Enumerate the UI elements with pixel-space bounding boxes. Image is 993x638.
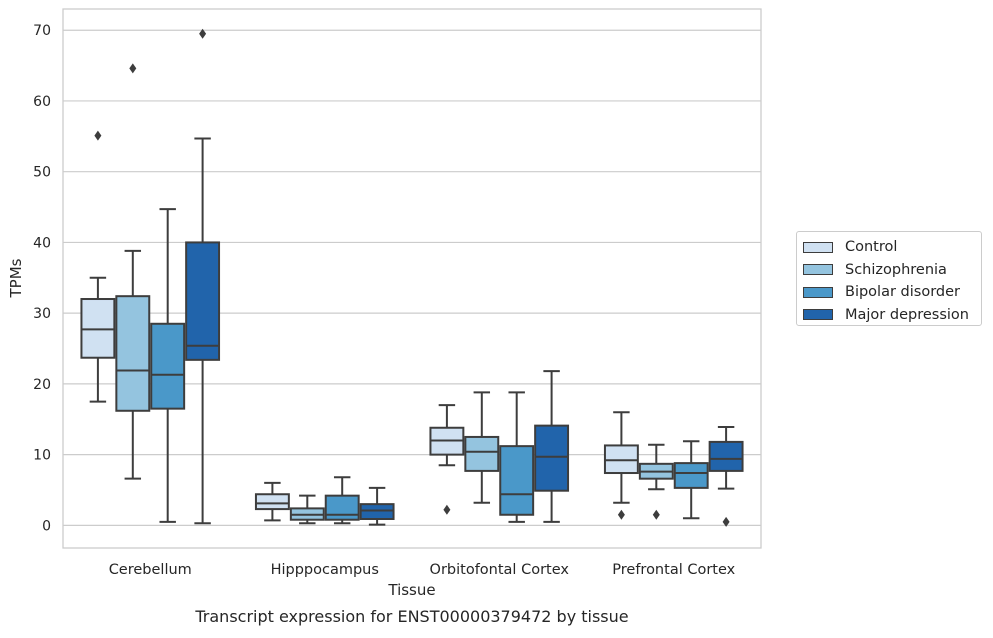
legend-swatch (803, 264, 833, 276)
box-body (359, 503, 395, 520)
plot-frame (62, 8, 762, 549)
legend: Control Schizophrenia Bipolar disorder Majo… (796, 231, 982, 326)
y-axis-label: TPMs (7, 258, 25, 298)
outlier-point (129, 63, 137, 74)
box-bipolar-disorder (324, 476, 360, 525)
box-control (429, 404, 465, 515)
box-layer (80, 28, 744, 527)
box-body (673, 462, 709, 489)
tick-labels: 0 10 20 30 40 50 60 70 Cerebellum Hipppocampus Orb… (33, 23, 735, 578)
y-tick-label: 60 (33, 94, 51, 110)
box-schizophrenia (638, 443, 674, 520)
y-tick-label: 20 (33, 377, 51, 393)
box-body (534, 424, 570, 492)
x-tick-label: Prefrontal Cortex (612, 562, 735, 578)
box-major-depression (534, 370, 570, 523)
outlier-point (652, 509, 660, 520)
legend-label: Control (845, 239, 898, 256)
box-body (254, 493, 290, 511)
box-control (254, 481, 290, 522)
y-tick-label: 70 (33, 23, 51, 39)
legend-swatch (803, 309, 833, 321)
legend-item: Major depression (803, 304, 981, 327)
box-body (499, 445, 535, 516)
box-body (324, 494, 360, 521)
legend-swatch (803, 286, 833, 298)
chart-title: Transcript expression for ENST0000037947… (194, 607, 628, 626)
box-body (80, 298, 116, 359)
legend-item: Schizophrenia (803, 259, 981, 282)
box-body (185, 241, 221, 361)
legend-label: Bipolar disorder (845, 284, 960, 301)
outlier-point (722, 516, 730, 527)
y-tick-label: 10 (33, 448, 51, 464)
legend-label: Major depression (845, 306, 969, 323)
x-tick-label: Cerebellum (109, 562, 192, 578)
box-bipolar-disorder (150, 208, 186, 523)
legend-label: Schizophrenia (845, 261, 947, 278)
y-tick-label: 30 (33, 306, 51, 322)
x-tick-label: Hipppocampus (271, 562, 379, 578)
y-tick-label: 50 (33, 165, 51, 181)
legend-item: Bipolar disorder (803, 281, 981, 304)
box-schizophrenia (464, 391, 500, 504)
outlier-point (94, 130, 102, 141)
box-major-depression (708, 426, 744, 527)
box-body (464, 435, 500, 472)
box-major-depression (185, 28, 221, 525)
box-bipolar-disorder (673, 440, 709, 520)
box-schizophrenia (115, 63, 151, 480)
box-schizophrenia (289, 494, 325, 525)
box-bipolar-disorder (499, 391, 535, 523)
outlier-point (199, 28, 207, 39)
legend-item: Control (803, 236, 981, 259)
box-major-depression (359, 486, 395, 526)
box-body (708, 440, 744, 472)
box-control (80, 130, 116, 403)
x-axis-label: Tissue (387, 581, 435, 599)
x-tick-label: Orbitofontal Cortex (430, 562, 570, 578)
box-body (115, 295, 151, 412)
box-body (603, 444, 639, 475)
box-body (150, 322, 186, 410)
box-control (603, 411, 639, 520)
outlier-point (443, 504, 451, 515)
y-tick-label: 40 (33, 235, 51, 251)
legend-swatch (803, 241, 833, 253)
outlier-point (617, 509, 625, 520)
y-tick-label: 0 (42, 518, 51, 534)
